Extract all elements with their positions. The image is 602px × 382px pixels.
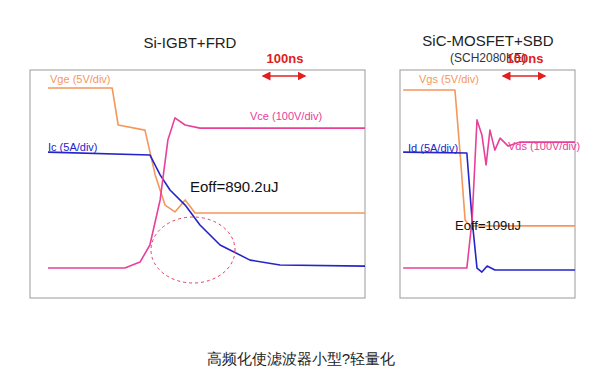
- highlight-ellipse: [151, 217, 235, 283]
- caption: 高频化使滤波器小型?轻量化: [207, 350, 395, 367]
- chart-title: Si-IGBT+FRD: [144, 34, 237, 51]
- series-label: Vds (100V/div): [508, 140, 580, 152]
- plot-area: [403, 90, 575, 272]
- series-label: Vce (100V/div): [250, 110, 322, 122]
- time-scale-label: 100ns: [267, 51, 304, 66]
- trace: [48, 152, 365, 266]
- time-scale-arrow: [263, 75, 305, 77]
- chart: SiC-MOSFET+SBD(SCH2080KE)Vgs (5V/div)Id …: [400, 32, 580, 298]
- series-label: Vge (5V/div): [50, 73, 111, 85]
- eoff-label: Eoff=109uJ: [455, 218, 521, 233]
- series-label: Ic (5A/div): [48, 141, 98, 153]
- plot-frame: [30, 70, 365, 298]
- plot-frame: [400, 70, 575, 298]
- plot-area: [48, 88, 365, 268]
- series-label: Id (5A/div): [408, 142, 458, 154]
- eoff-label: Eoff=890.2uJ: [190, 178, 279, 195]
- page: Si-IGBT+FRD Vge (5V/div) Ic (5A/div) Vce (1…: [0, 0, 602, 382]
- time-scale-arrow: [503, 75, 545, 77]
- trace: [403, 90, 575, 226]
- time-scale-label: 100ns: [507, 51, 544, 66]
- chart-title: SiC-MOSFET+SBD: [422, 32, 553, 49]
- trace: [48, 118, 365, 268]
- trace: [48, 88, 365, 213]
- trace: [403, 152, 575, 272]
- chart: Si-IGBT+FRD Vge (5V/div) Ic (5A/div) Vce (1…: [30, 34, 365, 298]
- series-label: Vgs (5V/div): [419, 73, 479, 85]
